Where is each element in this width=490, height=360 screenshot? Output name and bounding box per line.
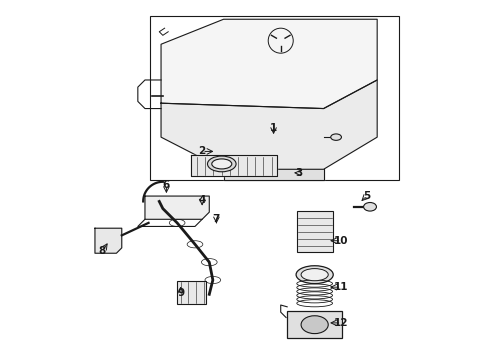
Text: 11: 11 <box>334 282 349 292</box>
Text: 2: 2 <box>198 147 206 157</box>
Text: 10: 10 <box>334 236 349 246</box>
FancyBboxPatch shape <box>177 281 206 304</box>
Text: 4: 4 <box>198 195 206 204</box>
Polygon shape <box>161 80 377 169</box>
Text: 1: 1 <box>270 123 277 133</box>
Text: 12: 12 <box>334 318 349 328</box>
FancyBboxPatch shape <box>287 311 343 338</box>
FancyBboxPatch shape <box>297 211 333 252</box>
Polygon shape <box>223 169 323 180</box>
Ellipse shape <box>301 269 328 281</box>
Text: 7: 7 <box>213 214 220 224</box>
Text: 3: 3 <box>295 168 302 178</box>
Bar <box>150 16 398 180</box>
Ellipse shape <box>364 203 376 211</box>
Text: 6: 6 <box>163 180 170 190</box>
Ellipse shape <box>301 316 328 334</box>
Text: 5: 5 <box>363 191 370 201</box>
Ellipse shape <box>212 159 232 169</box>
Polygon shape <box>145 196 209 219</box>
Polygon shape <box>192 155 277 176</box>
Ellipse shape <box>331 134 342 140</box>
Polygon shape <box>161 19 377 109</box>
Ellipse shape <box>207 156 236 172</box>
Text: 8: 8 <box>98 247 106 256</box>
Polygon shape <box>95 228 122 253</box>
Ellipse shape <box>296 266 333 284</box>
Text: 9: 9 <box>177 288 184 297</box>
